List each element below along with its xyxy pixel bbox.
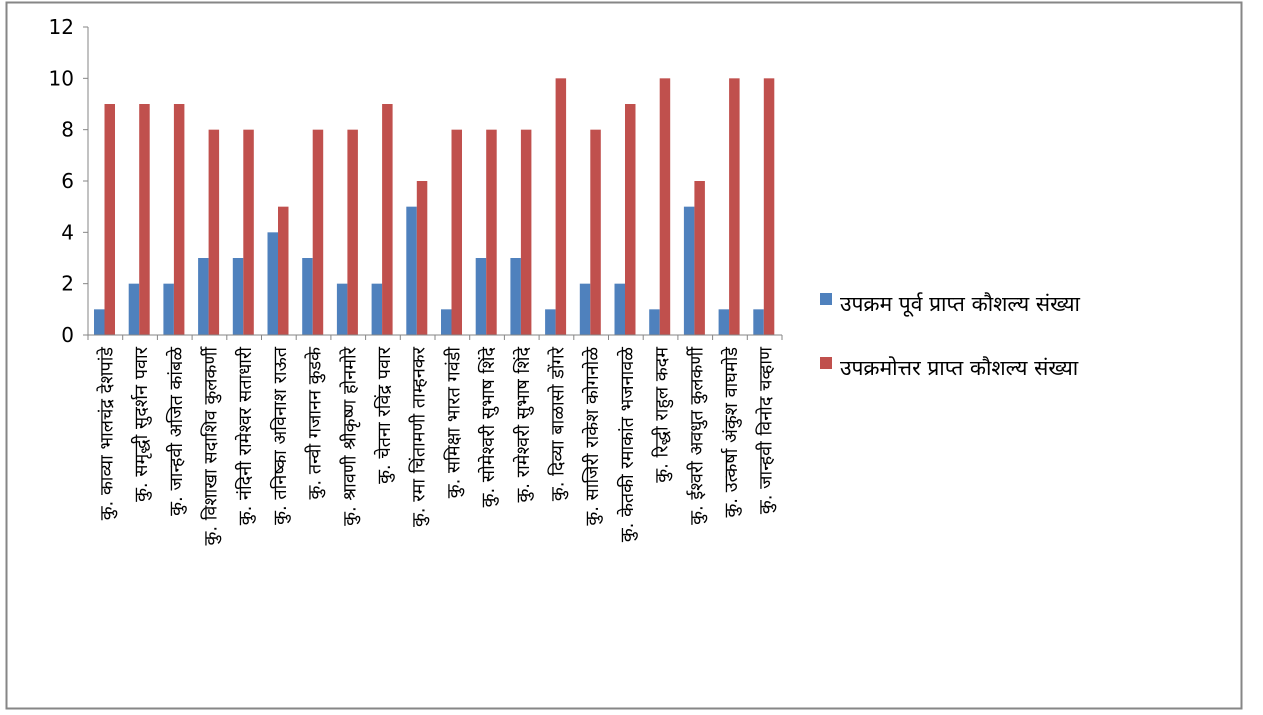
bar-before bbox=[128, 283, 140, 335]
chart-border bbox=[5, 1, 1243, 710]
bar-before bbox=[753, 309, 764, 335]
x-tick-label: कु. जान्हवी विनोद चव्हाण bbox=[755, 346, 777, 514]
bar-after bbox=[451, 129, 462, 335]
bar-after bbox=[243, 129, 254, 335]
y-tick-label: 10 bbox=[49, 66, 74, 90]
bar-before bbox=[683, 206, 695, 335]
x-tick-label: कु. तनिष्का अविनाश राऊत bbox=[269, 346, 291, 525]
bar-before bbox=[406, 206, 417, 335]
bar-after bbox=[625, 104, 636, 335]
legend-swatch-before bbox=[820, 293, 832, 305]
y-tick-label: 12 bbox=[49, 15, 74, 39]
bar-before bbox=[267, 232, 278, 335]
y-tick-label: 4 bbox=[61, 220, 74, 244]
bar-before bbox=[718, 309, 730, 335]
bar-before bbox=[441, 309, 452, 335]
bar-after bbox=[104, 104, 115, 335]
x-tick-label: कु. रमा चिंतामणी ताम्हनकर bbox=[408, 346, 430, 527]
x-tick-label: कु. जान्हवी अजित कांबळे bbox=[165, 347, 187, 516]
legend-label-before: उपक्रम पूर्व प्राप्त कौशल्य संख्या bbox=[840, 292, 1080, 316]
bar-after bbox=[763, 78, 775, 335]
y-tick-label: 0 bbox=[61, 323, 74, 347]
bar-after bbox=[694, 181, 705, 335]
bar-before bbox=[545, 309, 556, 335]
x-tick-label: कु. सोमेश्वरी सुभाष शिंदे bbox=[477, 347, 499, 508]
bar-before bbox=[94, 309, 105, 335]
x-tick-label: कु. केतकी रमाकांत भजनावळे bbox=[616, 347, 638, 542]
bar-after bbox=[520, 129, 532, 335]
bar-after bbox=[555, 78, 567, 335]
bar-after bbox=[416, 181, 428, 335]
bar-after bbox=[729, 78, 740, 335]
bar-before bbox=[302, 258, 313, 335]
bar-before bbox=[232, 258, 244, 335]
legend-swatch-after bbox=[820, 357, 832, 369]
y-tick-label: 6 bbox=[61, 169, 74, 193]
legend-item-before: उपक्रम पूर्व प्राप्त कौशल्य संख्या bbox=[818, 284, 1238, 324]
x-tick-label: कु. समिक्षा भारत गवंडी bbox=[442, 347, 464, 499]
x-tick-label: कु. विशाखा सदाशिव कुलकर्णी bbox=[199, 346, 221, 546]
x-tick-label: कु. रामेश्वरी सुभाष शिंदे bbox=[512, 347, 534, 503]
x-tick-label: कु. उत्कर्षा अंकुश वाघमोडे bbox=[720, 347, 742, 518]
bar-before bbox=[371, 283, 383, 335]
bar-before bbox=[336, 283, 348, 335]
legend-item-after: उपक्रमोत्तर प्राप्त कौशल्य संख्या bbox=[818, 348, 1238, 388]
x-tick-label: कु. काव्या भालचंद्र देशपांडे bbox=[95, 347, 117, 521]
y-tick-label: 2 bbox=[61, 272, 74, 296]
bar-after bbox=[278, 206, 289, 335]
bar-before bbox=[649, 309, 660, 335]
x-tick-label: कु. चेतना रविंद्र पवार bbox=[373, 346, 395, 484]
bar-before bbox=[475, 258, 487, 335]
bar-before bbox=[198, 258, 209, 335]
bar-after bbox=[208, 129, 220, 335]
x-tick-label: कु. दिव्या बाळासो डोंगरे bbox=[546, 346, 568, 501]
y-tick-label: 8 bbox=[61, 118, 74, 142]
bar-after bbox=[139, 104, 150, 335]
x-tick-label: कु. साजिरी राकेश कोगनोळे bbox=[581, 347, 603, 526]
bar-after bbox=[486, 129, 497, 335]
bar-before bbox=[163, 283, 174, 335]
bar-after bbox=[382, 104, 393, 335]
bar-after bbox=[659, 78, 671, 335]
bar-before bbox=[510, 258, 521, 335]
bar-after bbox=[312, 129, 324, 335]
legend: उपक्रम पूर्व प्राप्त कौशल्य संख्या उपक्र… bbox=[818, 284, 1238, 412]
x-tick-label: कु. ईश्वरी अवधुत कुलकर्णी bbox=[685, 346, 707, 525]
plot-area: 0 2 4 6 8 10 12 कु. काव्या भालचंद्र देशपांडे कु.… bbox=[49, 15, 783, 546]
bar-before bbox=[614, 283, 625, 335]
bar-before bbox=[579, 283, 591, 335]
bar-after bbox=[173, 104, 185, 335]
bar-after bbox=[590, 129, 601, 335]
x-tick-label: कु. नंदिनी रामेश्वर सताधारी bbox=[234, 347, 256, 526]
legend-label-after: उपक्रमोत्तर प्राप्त कौशल्य संख्या bbox=[840, 356, 1079, 380]
bar-after bbox=[347, 129, 358, 335]
x-tick-label: कु. श्रावणी श्रीकृष्ण होनमोरे bbox=[338, 346, 360, 525]
x-tick-label: कु. रिद्धी राहुल कदम bbox=[651, 346, 674, 483]
x-tick-label: कु. तन्वी गजानन कुडके bbox=[304, 346, 326, 500]
x-tick-label: कु. समृद्धी सुदर्शन पवार bbox=[130, 346, 152, 502]
